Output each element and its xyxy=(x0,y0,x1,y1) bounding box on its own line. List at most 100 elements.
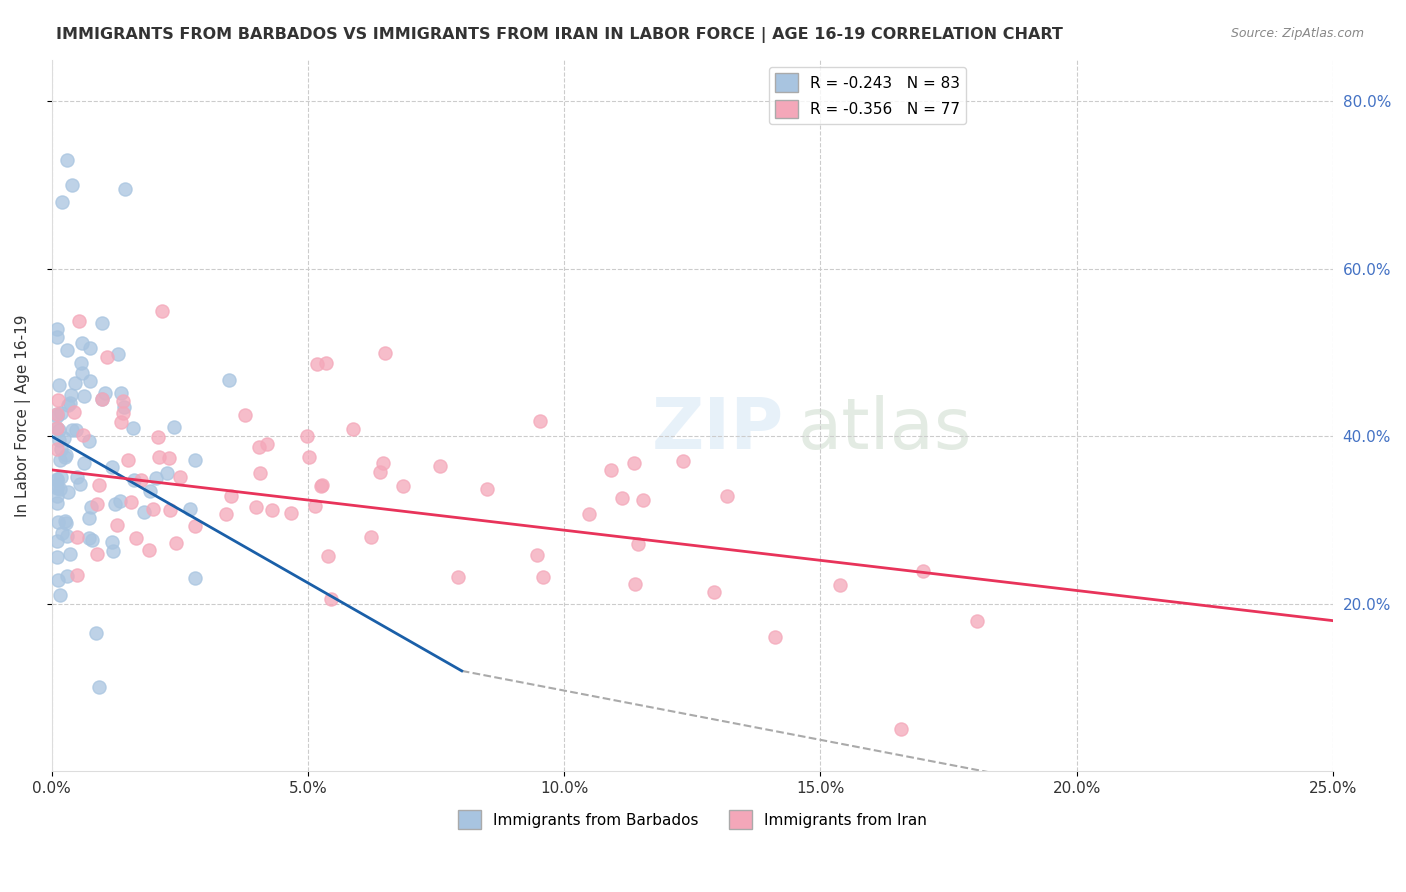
Immigrants from Iran xyxy=(96,350,118,364)
Immigrants from Barbados xyxy=(66,470,89,484)
Immigrants from Barbados xyxy=(53,450,76,464)
Text: IMMIGRANTS FROM BARBADOS VS IMMIGRANTS FROM IRAN IN LABOR FORCE | AGE 16-19 CORR: IMMIGRANTS FROM BARBADOS VS IMMIGRANTS F… xyxy=(56,27,1063,43)
Immigrants from Barbados xyxy=(55,568,77,582)
Immigrants from Barbados xyxy=(49,470,72,484)
Immigrants from Barbados xyxy=(56,153,79,167)
Immigrants from Iran xyxy=(112,406,135,420)
Immigrants from Barbados xyxy=(91,392,114,406)
Immigrants from Barbados xyxy=(101,544,124,558)
Immigrants from Barbados xyxy=(70,335,93,350)
Immigrants from Barbados xyxy=(184,453,207,467)
Immigrants from Iran xyxy=(142,502,165,516)
Immigrants from Iran xyxy=(157,450,180,465)
Immigrants from Iran xyxy=(159,503,181,517)
Immigrants from Iran xyxy=(578,508,600,522)
Immigrants from Iran xyxy=(146,430,169,444)
Text: ZIP: ZIP xyxy=(652,395,785,464)
Immigrants from Barbados xyxy=(122,421,145,435)
Immigrants from Barbados xyxy=(65,423,87,437)
Immigrants from Barbados xyxy=(60,178,83,193)
Immigrants from Barbados xyxy=(51,194,73,209)
Immigrants from Barbados xyxy=(79,500,101,515)
Immigrants from Barbados xyxy=(107,346,129,360)
Immigrants from Barbados xyxy=(51,525,73,540)
Immigrants from Barbados xyxy=(80,533,103,547)
Immigrants from Barbados xyxy=(46,481,69,495)
Immigrants from Iran xyxy=(672,454,695,468)
Immigrants from Barbados xyxy=(46,478,69,492)
Immigrants from Iran xyxy=(830,577,852,591)
Immigrants from Barbados xyxy=(46,330,69,344)
Immigrants from Iran xyxy=(627,537,650,551)
Immigrants from Iran xyxy=(599,463,621,477)
Immigrants from Iran xyxy=(249,466,271,480)
Immigrants from Barbados xyxy=(58,398,80,412)
Immigrants from Iran xyxy=(46,393,69,408)
Immigrants from Iran xyxy=(531,570,554,584)
Immigrants from Iran xyxy=(342,422,364,436)
Immigrants from Iran xyxy=(46,421,69,435)
Immigrants from Barbados xyxy=(145,471,167,485)
Immigrants from Barbados xyxy=(91,316,114,330)
Immigrants from Barbados xyxy=(46,409,69,424)
Immigrants from Iran xyxy=(117,452,139,467)
Immigrants from Iran xyxy=(105,517,128,532)
Text: Source: ZipAtlas.com: Source: ZipAtlas.com xyxy=(1230,27,1364,40)
Immigrants from Iran xyxy=(309,478,332,492)
Immigrants from Iran xyxy=(262,503,284,517)
Immigrants from Iran xyxy=(304,499,326,513)
Immigrants from Barbados xyxy=(49,482,72,496)
Legend: Immigrants from Barbados, Immigrants from Iran: Immigrants from Barbados, Immigrants fro… xyxy=(451,804,934,835)
Immigrants from Iran xyxy=(392,479,415,493)
Immigrants from Iran xyxy=(610,491,633,505)
Immigrants from Barbados xyxy=(87,680,110,694)
Immigrants from Barbados xyxy=(134,505,156,519)
Immigrants from Barbados xyxy=(218,373,240,387)
Immigrants from Iran xyxy=(125,531,148,545)
Immigrants from Barbados xyxy=(104,497,127,511)
Immigrants from Barbados xyxy=(49,588,72,602)
Immigrants from Barbados xyxy=(46,473,69,487)
Immigrants from Barbados xyxy=(56,529,79,543)
Immigrants from Barbados xyxy=(46,573,69,587)
Immigrants from Barbados xyxy=(59,388,82,402)
Immigrants from Barbados xyxy=(46,495,69,509)
Immigrants from Iran xyxy=(319,592,342,607)
Immigrants from Iran xyxy=(148,450,170,464)
Immigrants from Iran xyxy=(184,519,207,533)
Immigrants from Iran xyxy=(111,393,134,408)
Immigrants from Barbados xyxy=(184,571,207,585)
Immigrants from Barbados xyxy=(46,322,69,336)
Immigrants from Barbados xyxy=(55,448,77,462)
Immigrants from Iran xyxy=(311,477,333,491)
Immigrants from Iran xyxy=(214,507,236,521)
Immigrants from Barbados xyxy=(101,534,124,549)
Immigrants from Iran xyxy=(429,458,451,473)
Immigrants from Barbados xyxy=(110,385,132,400)
Immigrants from Barbados xyxy=(86,626,108,640)
Immigrants from Barbados xyxy=(163,419,186,434)
Immigrants from Iran xyxy=(72,427,94,442)
Immigrants from Iran xyxy=(66,568,89,582)
Immigrants from Barbados xyxy=(63,376,86,391)
Immigrants from Barbados xyxy=(60,423,83,437)
Immigrants from Iran xyxy=(477,482,499,496)
Immigrants from Barbados xyxy=(108,493,131,508)
Immigrants from Iran xyxy=(233,408,256,422)
Immigrants from Iran xyxy=(360,530,382,544)
Immigrants from Iran xyxy=(89,478,111,492)
Immigrants from Barbados xyxy=(46,421,69,435)
Immigrants from Iran xyxy=(110,416,132,430)
Immigrants from Iran xyxy=(912,564,935,578)
Immigrants from Barbados xyxy=(77,531,100,545)
Immigrants from Barbados xyxy=(156,466,179,480)
Immigrants from Barbados xyxy=(46,489,69,503)
Immigrants from Iran xyxy=(623,577,645,591)
Immigrants from Iran xyxy=(763,630,786,644)
Immigrants from Barbados xyxy=(55,516,77,530)
Immigrants from Barbados xyxy=(77,510,100,524)
Immigrants from Barbados xyxy=(46,408,69,422)
Immigrants from Iran xyxy=(703,584,725,599)
Immigrants from Iran xyxy=(120,495,142,509)
Immigrants from Barbados xyxy=(59,547,82,561)
